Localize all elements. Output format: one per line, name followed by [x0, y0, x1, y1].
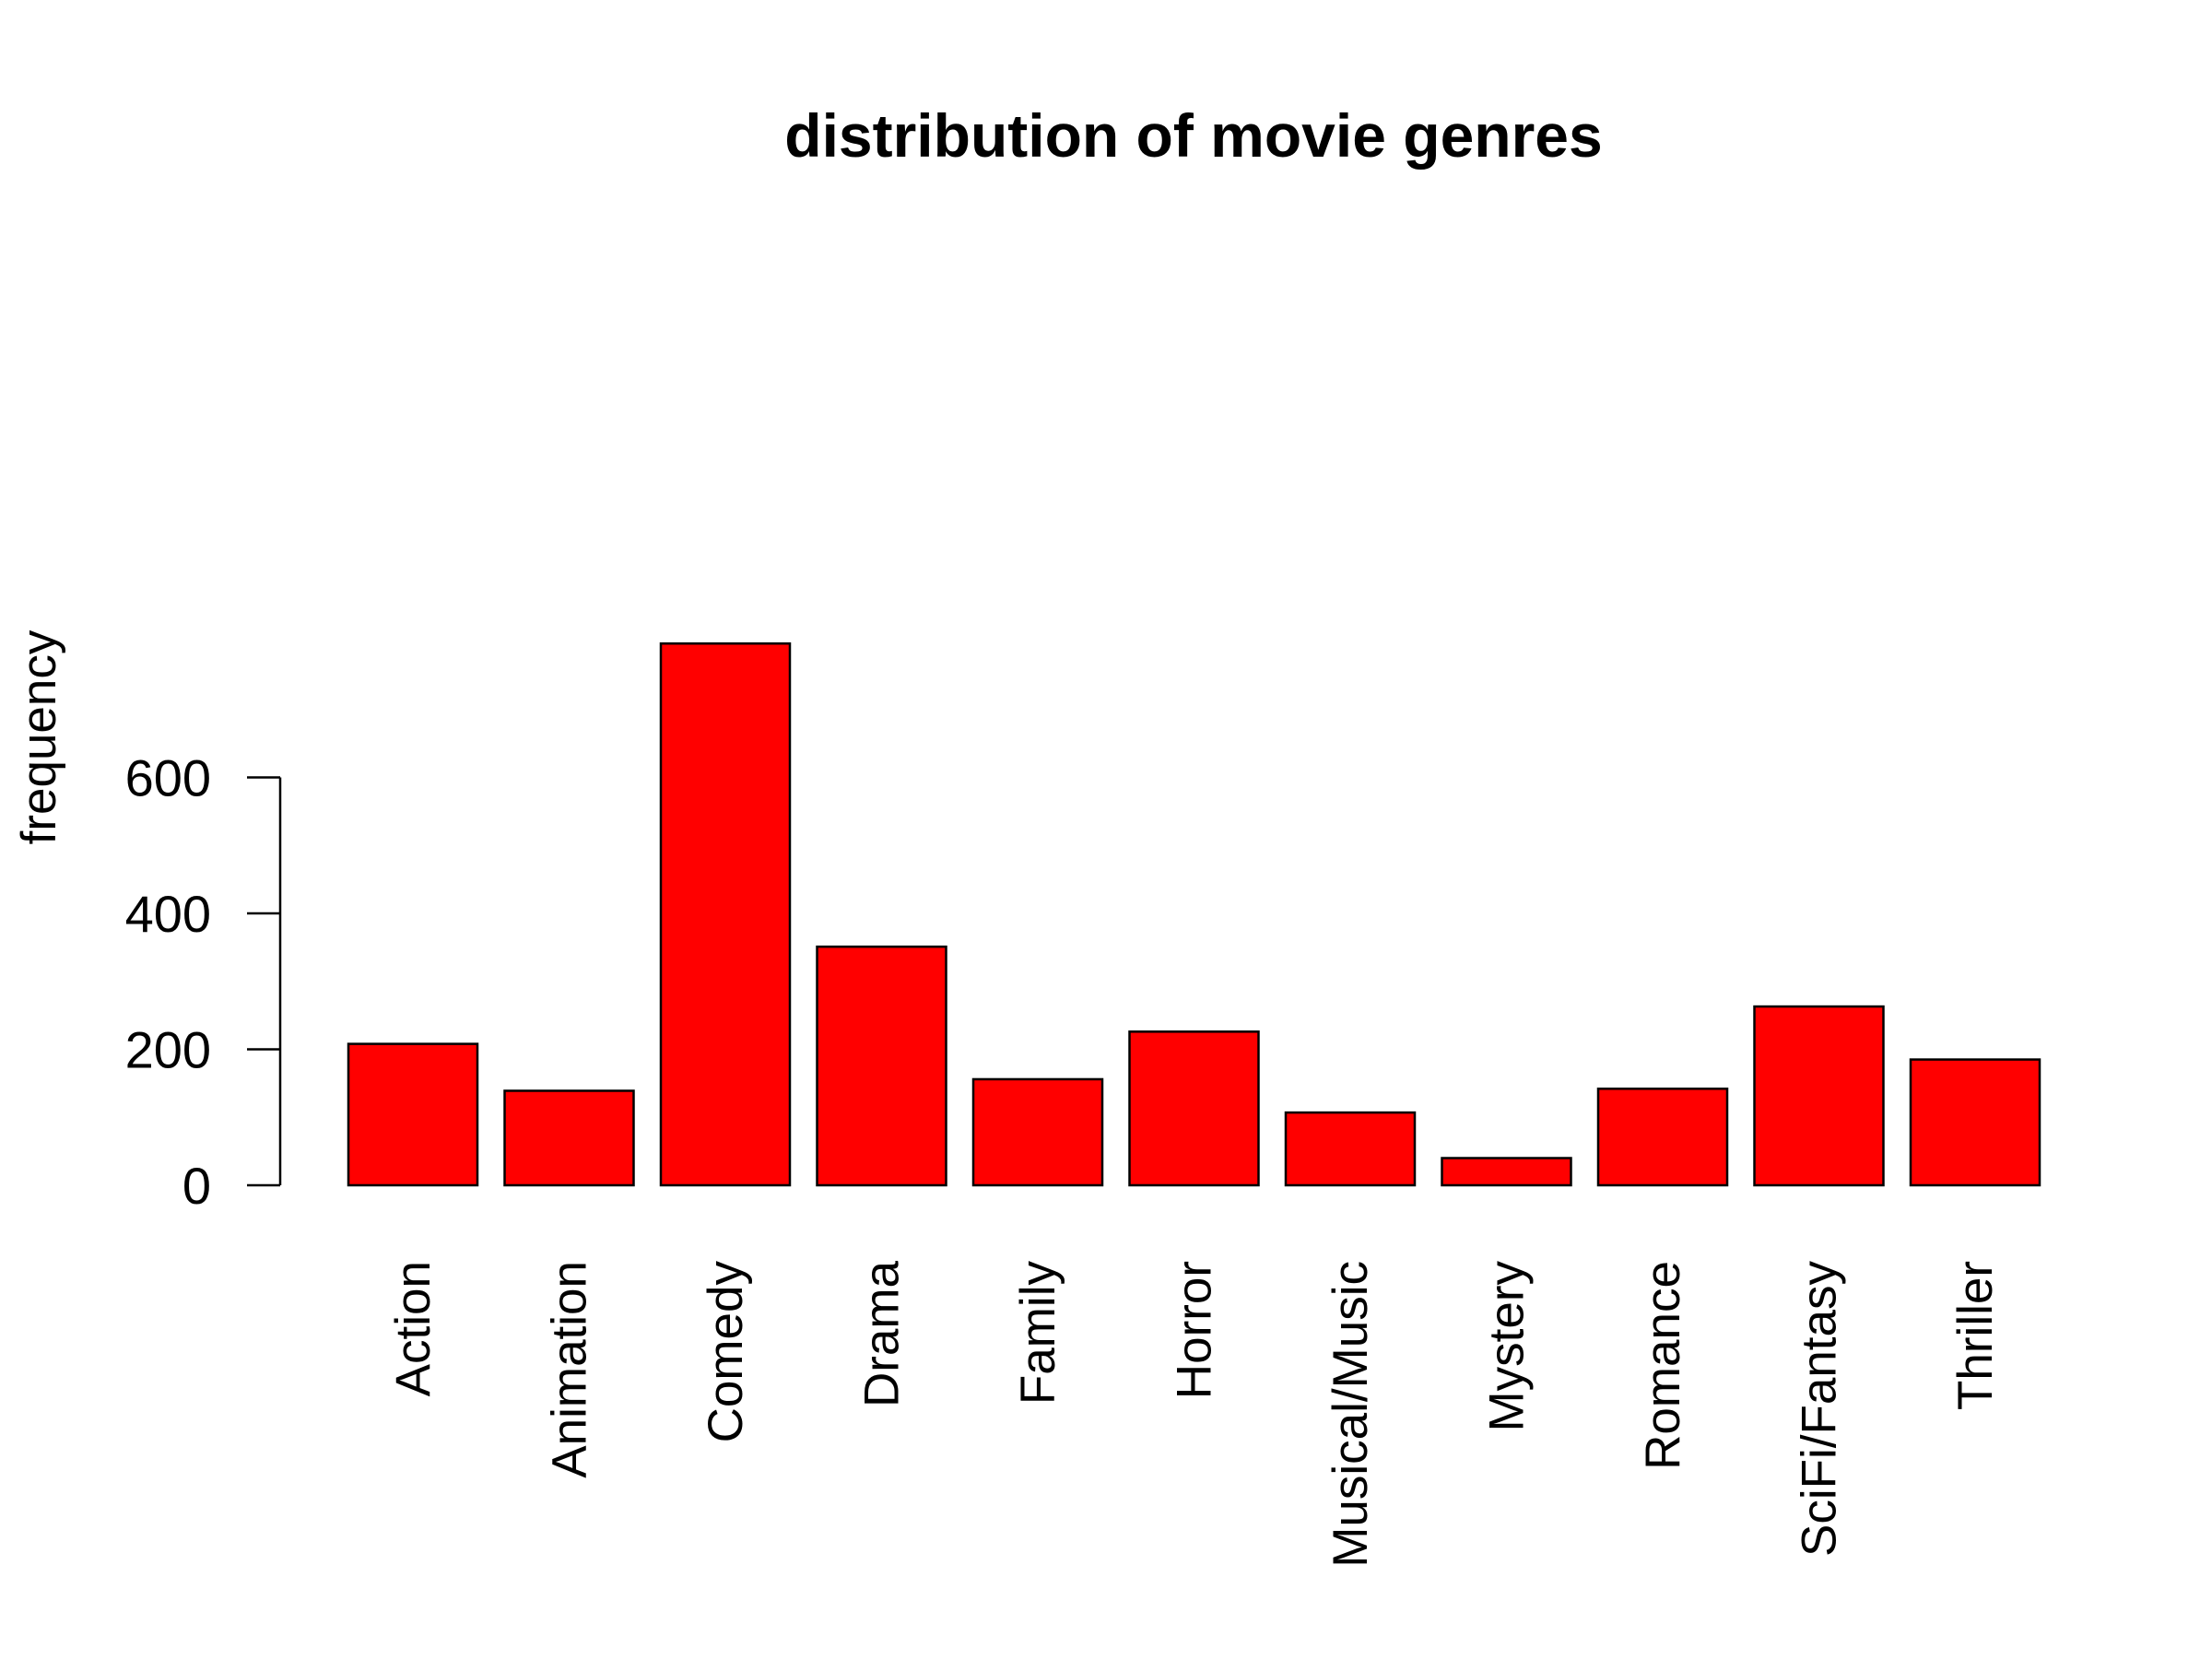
x-tick-label: Action — [386, 1261, 441, 1396]
bar-musical-music — [1284, 1111, 1417, 1187]
x-tick-label: Drama — [855, 1260, 910, 1407]
x-tick-label: Animation — [543, 1261, 597, 1478]
y-tick-label: 200 — [125, 1021, 211, 1079]
bar-action — [347, 1042, 479, 1187]
bar-thriller — [1909, 1058, 2041, 1187]
x-tick-label: Horror — [1168, 1261, 1222, 1399]
bar-romance — [1596, 1088, 1729, 1187]
bar-drama — [816, 945, 947, 1187]
y-tick-label: 600 — [125, 749, 211, 807]
x-tick-label: SciFi/Fantasy — [1793, 1261, 1847, 1558]
x-tick-label: Thriller — [1948, 1261, 2003, 1410]
x-tick-label: Musical/Music — [1324, 1261, 1378, 1568]
bar-mystery — [1441, 1157, 1572, 1187]
x-tick-label: Family — [1011, 1261, 1065, 1406]
bar-horror — [1128, 1030, 1260, 1187]
y-axis-label: frequency — [12, 629, 66, 844]
bar-comedy — [659, 641, 792, 1187]
bar-animation — [503, 1089, 635, 1187]
x-tick-label: Comedy — [699, 1261, 753, 1443]
chart-title: distribution of movie genres — [784, 101, 1602, 170]
bar-scifi-fantasy — [1753, 1005, 1885, 1187]
y-axis: 0 200 400 600 — [125, 749, 282, 1215]
bars-group — [347, 641, 2041, 1187]
category-labels: Action Animation Comedy Drama Family Horror Mu… — [386, 1260, 2003, 1567]
x-tick-label: Mystery — [1480, 1261, 1535, 1432]
x-tick-label: Romance — [1636, 1261, 1690, 1470]
y-tick-label: 400 — [125, 885, 211, 943]
y-tick-label: 0 — [182, 1157, 211, 1215]
bar-family — [971, 1077, 1104, 1187]
